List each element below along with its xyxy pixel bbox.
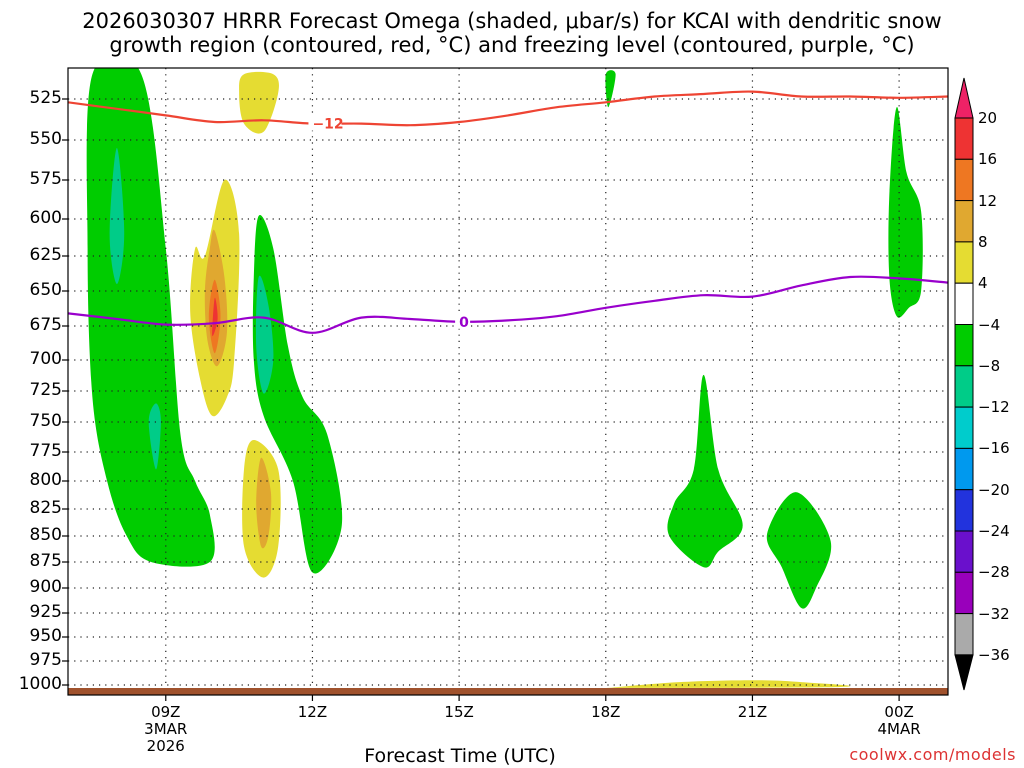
colorbar-swatch-10 [954, 489, 974, 532]
y-tick-label-825: 825 [29, 498, 62, 518]
x-tick-label-00Z-sub1: 4MAR [877, 720, 921, 738]
chart-title-line1: 2026030307 HRRR Forecast Omega (shaded, … [82, 9, 942, 33]
colorbar-label-10: −24 [978, 522, 1010, 540]
x-tick-label-18Z: 18Z [591, 703, 621, 721]
colorbar-swatch-2 [954, 158, 974, 202]
y-tick-label-550: 550 [29, 129, 62, 149]
colorbar-swatch-12 [954, 571, 974, 615]
omega-shaded-region-15 [239, 71, 279, 134]
x-tick-label-12Z: 12Z [297, 703, 328, 721]
y-tick-label-675: 675 [29, 315, 62, 335]
y-tick-label-850: 850 [29, 525, 62, 545]
x-tick-label-09Z-sub2: 2026 [146, 737, 185, 755]
y-tick-label-575: 575 [29, 169, 62, 189]
omega-shaded-region-6 [888, 106, 923, 318]
colorbar-swatch-7 [954, 365, 974, 408]
x-tick-label-21Z: 21Z [737, 703, 768, 721]
omega-shaded-region-7 [667, 374, 743, 568]
colorbar-label-7: −12 [978, 398, 1010, 417]
y-tick-label-975: 975 [29, 650, 62, 670]
colorbar-swatch-6 [954, 324, 974, 367]
contour-label-0: −12 [312, 117, 343, 133]
colorbar-swatch-8 [954, 406, 974, 449]
y-tick-label-650: 650 [29, 280, 62, 300]
contour-label-1: 0 [459, 315, 469, 331]
omega-shaded-region-14 [256, 457, 272, 549]
credit-link[interactable]: coolwx.com/models [849, 745, 1016, 764]
contour-label-bg [308, 116, 342, 131]
colorbar-label-11: −28 [978, 563, 1010, 582]
colorbar-label-5: −4 [978, 315, 1001, 334]
colorbar-label-13: −36 [978, 645, 1010, 664]
omega-shaded-region-12 [212, 297, 218, 337]
y-tick-label-750: 750 [29, 411, 62, 431]
x-tick-label-09Z-sub1: 3MAR [144, 720, 188, 738]
x-axis-title: Forecast Time (UTC) [364, 745, 556, 767]
colorbar-swatch-9 [954, 447, 974, 491]
omega-shaded-region-3 [252, 215, 343, 574]
omega-shaded-region-2 [148, 403, 161, 470]
colorbar-swatch-4 [954, 241, 974, 284]
y-tick-label-950: 950 [29, 626, 62, 646]
colorbar-swatch-5 [954, 282, 974, 326]
x-tick-label-15Z: 15Z [444, 703, 474, 721]
colorbar-bottom-arrow [954, 654, 974, 691]
omega-shaded-region-5 [605, 70, 616, 108]
y-tick-label-900: 900 [29, 577, 62, 597]
colorbar-swatch-13 [954, 613, 974, 656]
colorbar-label-2: 12 [978, 191, 998, 210]
colorbar-label-12: −32 [978, 604, 1010, 623]
colorbar-label-0: 20 [978, 109, 998, 127]
y-tick-label-525: 525 [29, 88, 62, 108]
y-tick-label-1000: 1000 [18, 674, 62, 694]
omega-shaded-region-16 [585, 680, 851, 689]
colorbar-label-6: −8 [978, 356, 1001, 375]
omega-shaded-region-8 [766, 492, 832, 609]
omega-shaded-region-1 [109, 148, 125, 284]
x-tick-label-09Z: 09Z [151, 703, 181, 721]
y-tick-label-800: 800 [29, 470, 62, 490]
y-tick-label-625: 625 [29, 245, 62, 265]
colorbar-label-9: −20 [978, 480, 1010, 499]
colorbar-swatch-3 [954, 200, 974, 243]
contour-label-bg [455, 314, 471, 329]
y-tick-label-925: 925 [29, 602, 62, 622]
y-tick-label-725: 725 [29, 380, 62, 400]
colorbar-swatch-1 [954, 117, 974, 160]
freezing-level-contour-line [68, 275, 948, 334]
dgz-contour-line [68, 90, 948, 127]
colorbar-label-3: 8 [978, 232, 988, 251]
colorbar-swatch-11 [954, 530, 974, 573]
y-tick-label-700: 700 [29, 349, 62, 369]
colorbar-label-1: 16 [978, 150, 998, 169]
y-tick-label-875: 875 [29, 551, 62, 571]
y-tick-label-600: 600 [29, 208, 62, 228]
colorbar [954, 77, 974, 691]
colorbar-top-arrow [954, 77, 974, 119]
y-tick-label-775: 775 [29, 441, 62, 461]
colorbar-label-8: −16 [978, 439, 1010, 458]
omega-shaded-region-4 [255, 275, 274, 394]
plot-frame [67, 67, 949, 696]
ground-surface-bar [68, 688, 948, 695]
x-tick-label-00Z: 00Z [884, 703, 914, 721]
colorbar-label-4: 4 [978, 274, 988, 293]
chart-title-line2: growth region (contoured, red, °C) and f… [109, 33, 915, 57]
